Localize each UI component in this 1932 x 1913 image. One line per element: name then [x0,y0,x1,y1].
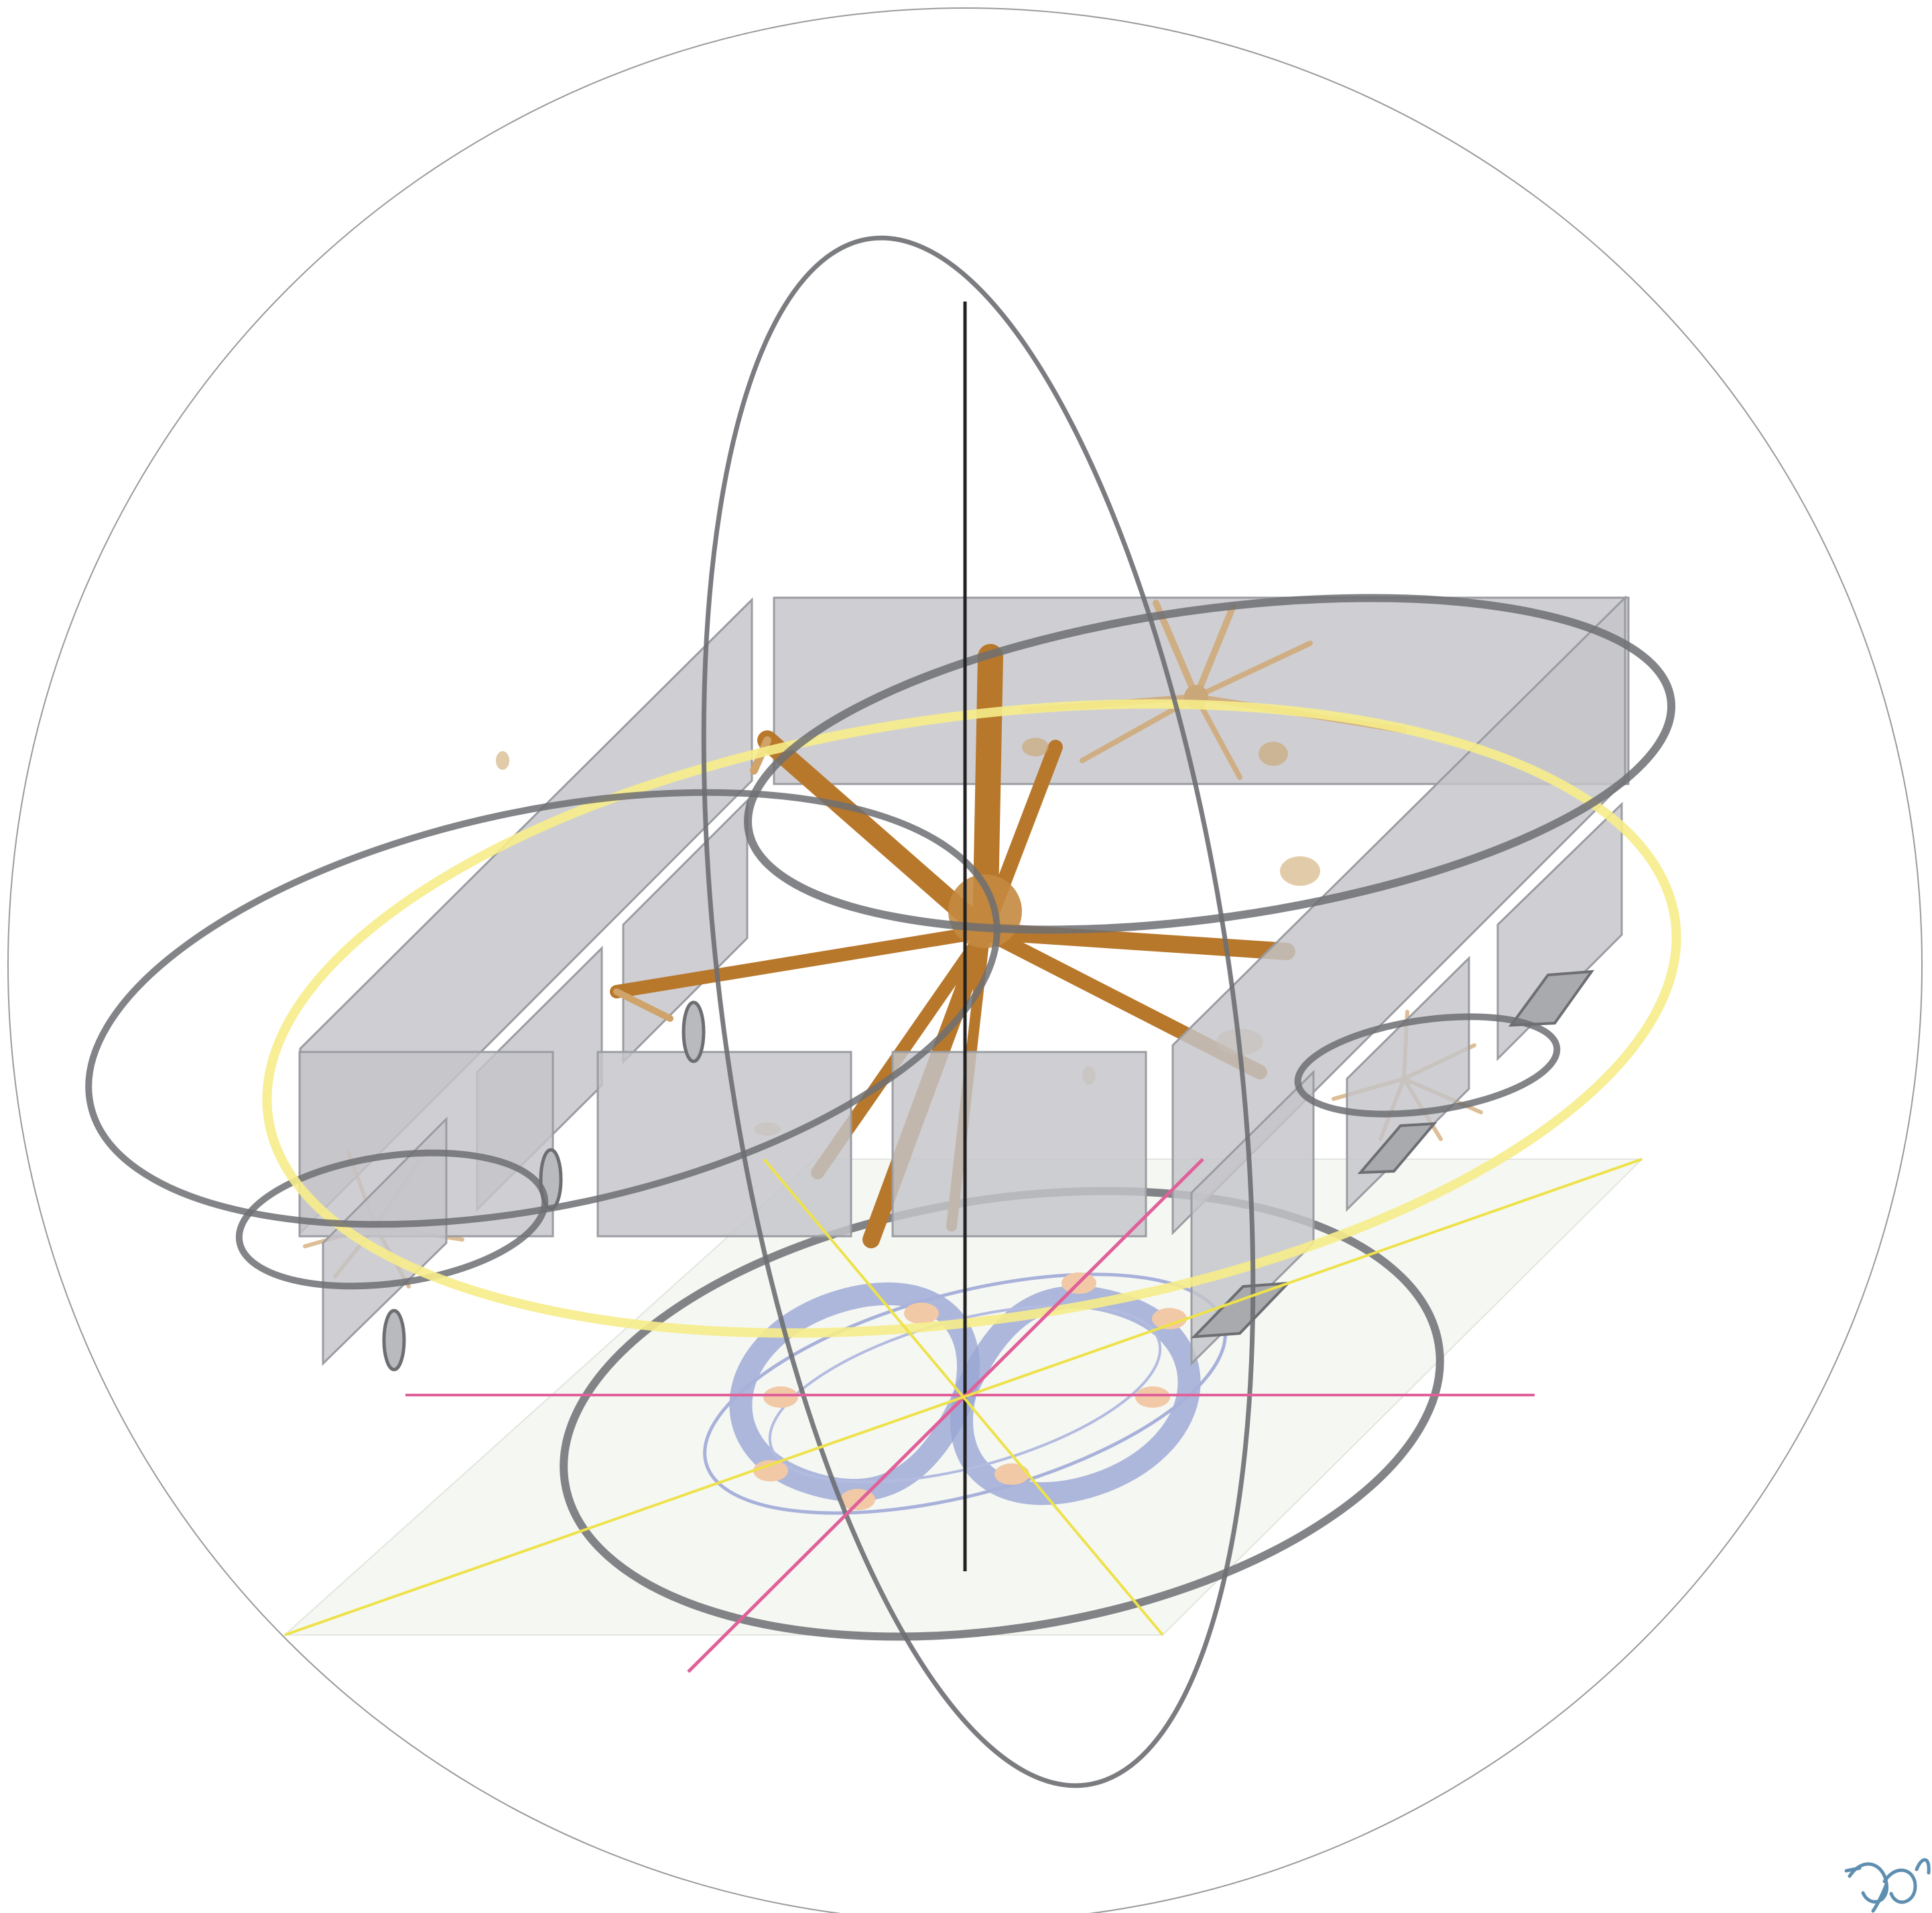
plate-front-2 [598,1052,851,1236]
butterfly-signature-icon [1846,1860,1929,1911]
plate-front-3 [893,1052,1146,1236]
